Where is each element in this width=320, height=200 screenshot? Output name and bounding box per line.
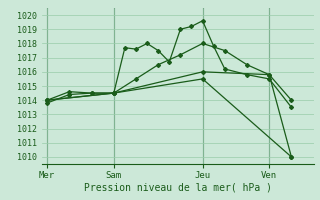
X-axis label: Pression niveau de la mer( hPa ): Pression niveau de la mer( hPa ) bbox=[84, 183, 272, 193]
